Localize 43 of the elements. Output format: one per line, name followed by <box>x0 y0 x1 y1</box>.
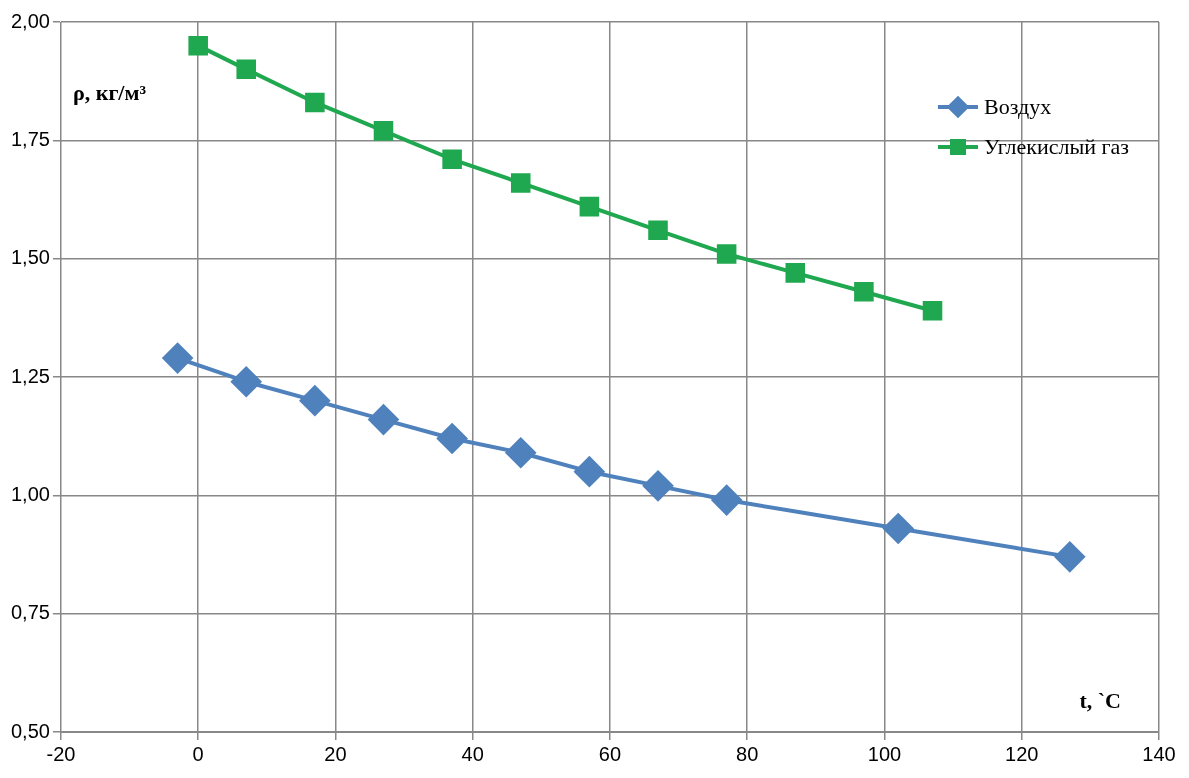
x-tick-label: 0 <box>192 742 204 765</box>
point <box>883 513 914 544</box>
y-axis-title: ρ, кг/м³ <box>72 79 147 105</box>
y-tick-label: 1,00 <box>10 482 50 505</box>
point <box>236 59 256 80</box>
y-tick-label: 1,75 <box>10 127 50 150</box>
point <box>579 196 600 217</box>
x-tick-label: 100 <box>867 742 902 765</box>
point <box>299 385 330 416</box>
y-tick-label: 1,50 <box>10 246 50 269</box>
legend-label: Воздух <box>984 94 1052 120</box>
y-tick-label: 2,00 <box>10 9 50 32</box>
x-tick-label: 60 <box>598 742 622 765</box>
point <box>510 173 531 193</box>
point <box>231 366 262 397</box>
x-tick-label: 120 <box>1005 742 1039 765</box>
point <box>162 343 193 374</box>
point <box>716 244 737 264</box>
x-tick-label: 20 <box>324 742 347 765</box>
point <box>785 263 806 283</box>
point <box>442 149 462 170</box>
point <box>922 300 943 321</box>
x-tick-label: 80 <box>736 742 759 765</box>
point <box>648 220 668 241</box>
y-tick-label: 0,75 <box>10 601 50 624</box>
point <box>505 437 536 468</box>
point <box>1054 541 1085 572</box>
x-tick-label: -20 <box>46 742 76 765</box>
y-tick-label: 0,50 <box>10 719 50 742</box>
x-tick-label: 40 <box>461 742 484 765</box>
point <box>437 423 468 454</box>
x-axis-title: t, `C <box>1079 687 1121 713</box>
point <box>574 456 605 487</box>
point <box>368 404 399 435</box>
legend-label: Углекислый газ <box>984 134 1130 160</box>
point <box>643 470 673 501</box>
point <box>188 35 208 56</box>
point <box>854 282 874 302</box>
y-tick-label: 1,25 <box>10 364 50 387</box>
point <box>711 485 742 516</box>
x-tick-label: 140 <box>1142 742 1176 765</box>
point <box>373 121 394 141</box>
point <box>305 92 325 113</box>
